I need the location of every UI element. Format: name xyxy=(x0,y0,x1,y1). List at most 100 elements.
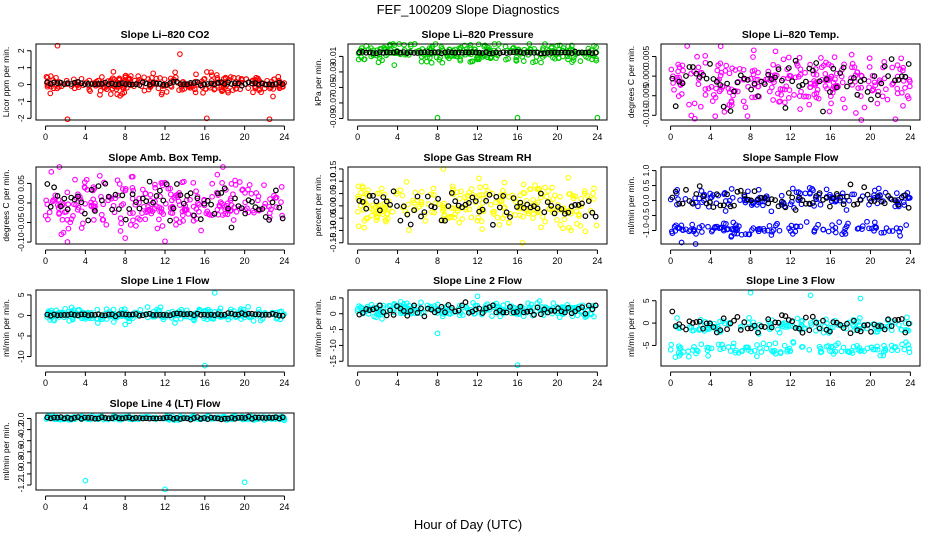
data-point xyxy=(158,91,165,98)
reference-point xyxy=(435,195,442,202)
data-point xyxy=(94,306,101,313)
y-tick-label: 2 xyxy=(16,48,26,53)
reference-point xyxy=(218,312,225,318)
data-point xyxy=(782,99,788,106)
data-point xyxy=(361,224,368,231)
reference-point xyxy=(68,81,75,87)
data-point xyxy=(262,200,269,207)
data-point xyxy=(738,231,745,238)
data-point xyxy=(667,346,674,353)
reference-point xyxy=(356,197,363,204)
data-point xyxy=(136,199,142,206)
data-point xyxy=(418,58,425,65)
reference-point xyxy=(61,312,68,318)
data-point xyxy=(258,89,264,96)
data-point xyxy=(383,218,389,225)
data-point xyxy=(833,70,840,77)
data-point xyxy=(845,220,851,227)
data-point xyxy=(902,85,908,91)
reference-point xyxy=(119,192,126,199)
reference-point xyxy=(462,299,469,306)
reference-point xyxy=(363,205,370,212)
data-point xyxy=(711,224,718,231)
data-point xyxy=(668,66,675,73)
data-point xyxy=(570,57,577,63)
reference-point xyxy=(782,204,789,211)
reference-point xyxy=(64,312,71,318)
data-point xyxy=(192,89,199,96)
data-point xyxy=(526,186,533,192)
data-points xyxy=(43,42,288,123)
y-tick-label: -0.15 xyxy=(328,233,338,253)
data-point xyxy=(810,187,816,194)
outlier-point xyxy=(519,239,526,246)
x-tick-label: 4 xyxy=(83,378,88,388)
data-point xyxy=(843,207,850,213)
data-point xyxy=(527,208,534,215)
reference-point xyxy=(122,216,129,223)
data-point xyxy=(466,206,473,213)
data-point xyxy=(103,221,110,228)
data-point xyxy=(875,88,882,95)
outlier-point xyxy=(807,292,814,299)
reference-point xyxy=(703,200,710,207)
panel-title: Slope Line 2 Flow xyxy=(433,275,523,287)
reference-point xyxy=(109,80,115,87)
figure-title: FEF_100209 Slope Diagnostics xyxy=(376,2,560,17)
reference-point xyxy=(139,312,146,319)
reference-point xyxy=(431,49,438,56)
reference-point xyxy=(232,311,238,318)
x-tick-label: 0 xyxy=(355,132,360,142)
reference-point xyxy=(115,206,122,213)
data-point xyxy=(513,58,520,64)
reference-point xyxy=(724,80,730,87)
reference-point xyxy=(885,73,891,79)
reference-point xyxy=(493,49,500,56)
panel-title: Slope Li–820 CO2 xyxy=(121,29,210,41)
data-point xyxy=(776,227,783,234)
data-point xyxy=(239,186,246,193)
reference-point xyxy=(676,200,683,207)
reference-point xyxy=(153,192,160,199)
plot-frame xyxy=(35,43,295,121)
data-point xyxy=(451,205,457,212)
data-point xyxy=(883,225,890,231)
data-point xyxy=(772,48,779,55)
x-tick-label: 8 xyxy=(123,378,128,388)
x-tick-label: 24 xyxy=(279,378,289,388)
data-point xyxy=(689,221,696,228)
y-tick-label: 0 xyxy=(16,313,26,318)
panel-title: Slope Amb. Box Temp. xyxy=(108,152,221,164)
reference-point xyxy=(44,311,51,318)
reference-point xyxy=(507,49,513,56)
reference-point xyxy=(418,49,424,56)
data-point xyxy=(119,186,126,192)
reference-point xyxy=(575,49,582,56)
plot-frame xyxy=(35,289,295,367)
data-point xyxy=(96,172,103,179)
panel-7: Slope Line 1 Flow ml/min per min. 0 4 8 12 16 2… xyxy=(1,275,295,388)
y-axis-label: ml/min per min. xyxy=(626,299,636,357)
reference-point xyxy=(153,80,160,87)
x-tick-label: 16 xyxy=(512,378,522,388)
data-point xyxy=(717,43,724,50)
reference-point xyxy=(390,49,397,56)
x-tick-label: 4 xyxy=(395,132,400,142)
reference-point xyxy=(679,80,686,87)
data-point xyxy=(384,211,390,217)
reference-point xyxy=(177,81,184,87)
reference-point xyxy=(404,211,411,218)
reference-point xyxy=(47,80,54,87)
reference-point xyxy=(875,193,881,200)
data-point xyxy=(543,193,550,200)
x-tick-label: 8 xyxy=(123,132,128,142)
reference-point xyxy=(527,49,534,56)
data-point xyxy=(810,71,817,77)
reference-point xyxy=(245,79,252,86)
reference-point xyxy=(765,200,772,207)
data-points xyxy=(44,290,287,369)
data-point xyxy=(235,75,242,81)
reference-point xyxy=(211,210,218,217)
reference-point xyxy=(359,198,366,205)
data-point xyxy=(532,58,539,65)
